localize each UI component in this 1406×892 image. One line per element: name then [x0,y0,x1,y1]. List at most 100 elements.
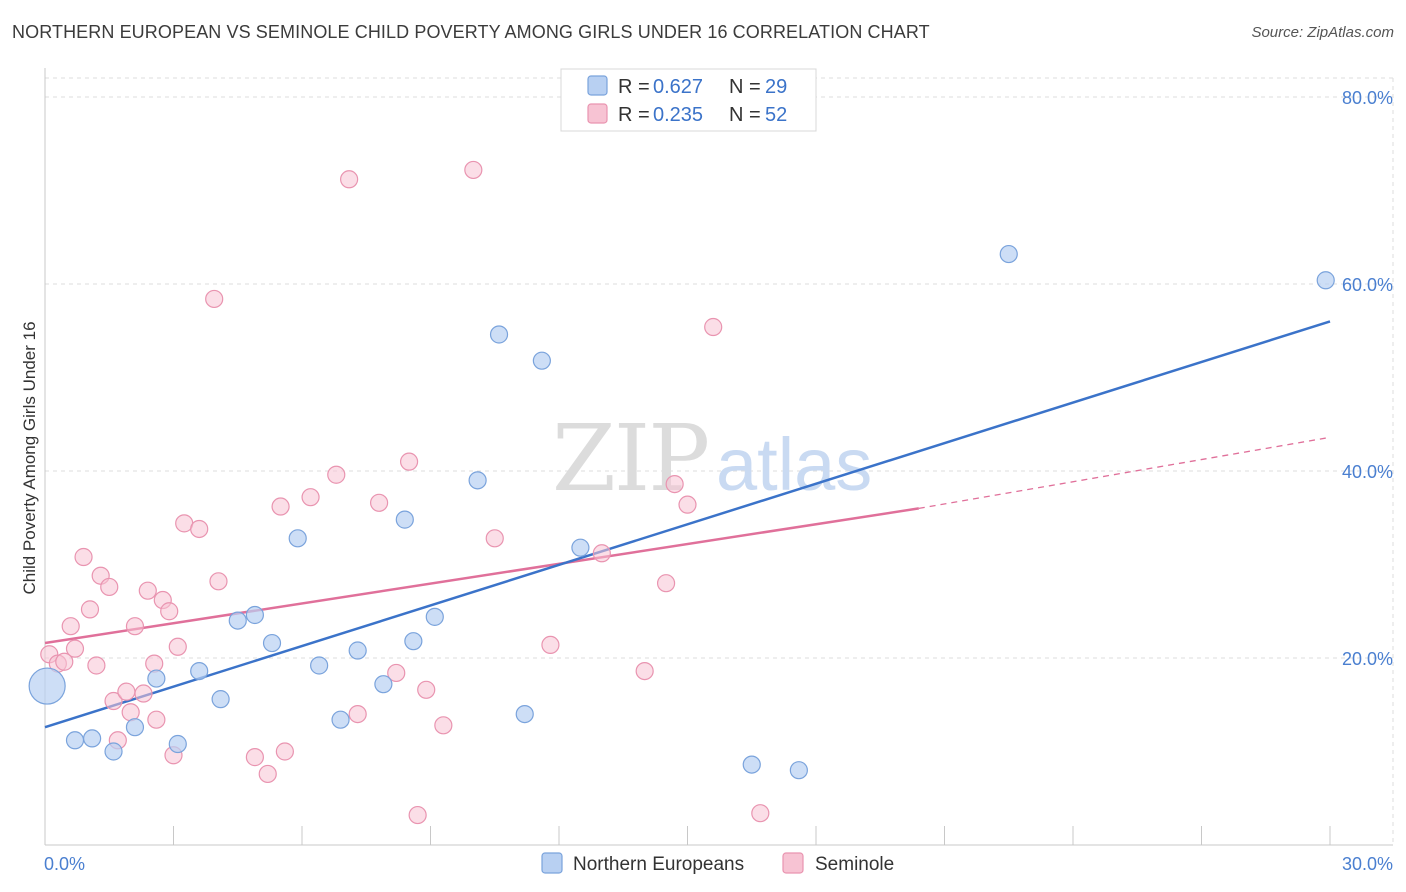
legend-n-label-2: N = [729,104,761,126]
seminole-point-35 [370,493,389,512]
seminole-point-43 [541,635,560,655]
seminole-point-26 [209,572,228,591]
northern-europeans-point-14 [331,710,350,729]
northern-europeans-point-4 [125,718,145,737]
northern-europeans-point-20 [468,471,487,490]
northern-europeans-point-18 [404,632,423,651]
northern-europeans-point-3 [104,742,123,761]
northern-europeans-point-27 [999,244,1018,264]
northern-europeans-point-10 [245,605,264,625]
northern-europeans-point-19 [425,607,444,626]
northern-europeans-point-13 [310,656,329,675]
northern-europeans-point-5 [147,669,166,688]
seminole-point-12 [117,682,136,701]
y-axis-label: Child Poverty Among Girls Under 16 [20,321,39,594]
seminole-point-10 [104,691,123,711]
data-points [28,160,1335,825]
northern-europeans-point-24 [571,538,590,557]
y-tick-label-0: 20.0% [1342,649,1393,669]
northern-europeans-point-28 [1316,271,1335,290]
seminole-point-45 [635,661,654,681]
seminole-point-14 [125,617,145,636]
seminole-point-38 [408,805,427,825]
bottom-legend: Northern Europeans Seminole [541,852,894,875]
legend-r-value-2: 0.235 [653,104,703,126]
seminole-point-40 [434,716,453,735]
bottom-legend-label-seminole: Seminole [815,854,894,875]
watermark-zip: ZIP [552,405,708,512]
seminole-point-18 [147,710,166,729]
northern-europeans-point-16 [374,675,393,694]
seminole-point-42 [485,529,504,548]
seminole-point-33 [340,170,359,189]
seminole-point-22 [168,637,187,656]
seminole-point-32 [327,465,346,484]
legend-swatch-pink [587,103,608,124]
x-tick-label-0: 0.0% [44,854,85,874]
bottom-legend-swatch-blue [541,852,563,874]
legend-r-value-1: 0.627 [653,76,703,98]
legend-r-label-2: R = [618,104,650,126]
seminole-point-46 [656,574,676,593]
seminole-point-13 [121,703,140,722]
northern-europeans-point-11 [262,633,282,653]
northern-europeans-point-25 [742,755,761,774]
northern-europeans-point-12 [288,529,307,548]
seminole-point-34 [348,704,367,724]
northern-europeans-point-17 [395,510,414,529]
northern-europeans-point-6 [168,734,187,754]
bottom-legend-swatch-pink [782,852,804,874]
seminole-point-16 [138,581,157,600]
northern-europeans-point-8 [211,690,230,709]
seminole-point-6 [80,600,100,619]
seminole-point-3 [61,617,80,636]
northern-europeans-point-9 [228,611,247,630]
seminole-point-4 [65,639,85,658]
legend-n-label-1: N = [729,76,761,98]
seminole-point-30 [275,742,294,761]
seminole-point-44 [592,544,611,563]
seminole-point-9 [100,577,119,597]
seminole-point-39 [417,680,436,699]
northern-europeans-point-1 [65,731,85,750]
seminole-point-37 [399,452,419,471]
axes [44,68,1393,846]
seminole-point-20 [160,602,179,621]
seminole-trend-extension [918,436,1331,510]
northern-europeans-point-23 [532,351,551,370]
seminole-point-28 [258,764,277,784]
seminole-point-29 [271,497,290,516]
y-tick-label-2: 60.0% [1342,275,1393,295]
northern-europeans-point-0 [28,667,66,705]
northern-europeans-point-26 [789,761,808,780]
x-tick-labels: 0.0% 30.0% [44,854,1393,874]
seminole-point-25 [205,289,224,309]
chart-title: NORTHERN EUROPEAN VS SEMINOLE CHILD POVE… [12,22,930,42]
source-credit: Source: ZipAtlas.com [1251,24,1394,41]
seminole-point-47 [665,474,684,494]
legend-swatch-blue [587,75,608,96]
seminole-point-48 [678,495,697,514]
seminole-point-15 [134,684,153,703]
bottom-legend-label-northern-europeans: Northern Europeans [573,854,744,875]
legend-r-label-1: R = [618,76,650,98]
top-legend: R = 0.627 N = 29 R = 0.235 N = 52 [560,68,817,132]
northern-europeans-point-2 [83,729,102,748]
seminole-trend-line [44,507,919,645]
y-tick-labels: 20.0% 40.0% 60.0% 80.0% [1342,88,1393,669]
seminole-point-2 [55,652,74,671]
northern-europeans-point-22 [515,704,534,724]
northern-europeans-point-7 [190,661,209,681]
legend-n-value-1: 29 [765,76,787,98]
seminole-point-31 [301,488,320,507]
seminole-point-36 [387,663,406,683]
seminole-point-17 [145,654,164,673]
legend-n-value-2: 52 [765,104,787,126]
y-tick-label-1: 40.0% [1342,462,1393,482]
y-tick-label-3: 80.0% [1342,88,1393,108]
x-tick-label-1: 30.0% [1342,854,1393,874]
trend-lines [44,320,1331,729]
northern-europeans-point-15 [348,641,367,660]
watermark-atlas: atlas [716,423,872,506]
northern-europeans-trend-line [44,320,1331,729]
